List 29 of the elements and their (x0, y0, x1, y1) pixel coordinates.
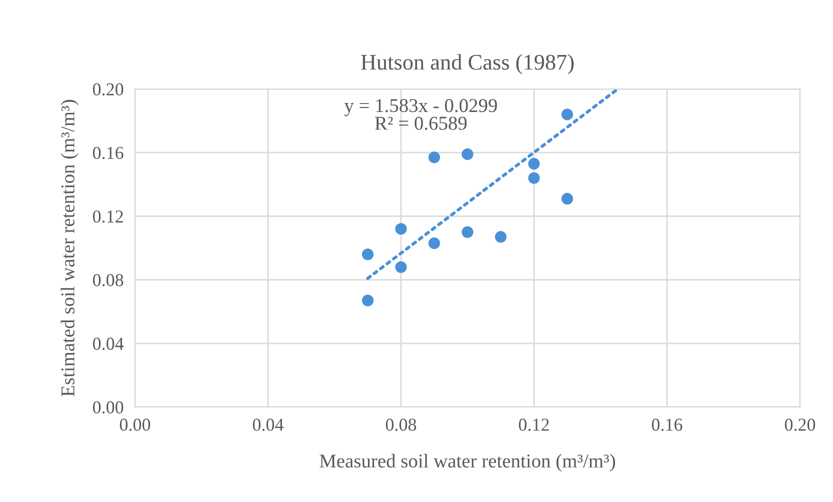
point (561, 108, 574, 120)
point (494, 231, 507, 243)
x-tick-label: 0.16 (652, 418, 682, 431)
point (462, 226, 474, 238)
point (561, 192, 574, 205)
y-tick-label: 0.08 (92, 274, 124, 286)
point (362, 294, 374, 306)
annotation: y = 1.583x - 0.0299 R² = 0.6589 (344, 99, 497, 130)
point (428, 152, 440, 164)
x-tick-label: 0.12 (518, 418, 549, 431)
y-tick-label: 0.04 (92, 338, 124, 350)
point (528, 172, 540, 184)
point (395, 261, 407, 273)
y-tick-label: 0.16 (92, 146, 124, 160)
x-tick-label: 0.20 (784, 418, 816, 431)
x-tick-label: 0.08 (386, 418, 416, 431)
y-tick-label: 0.00 (92, 401, 124, 414)
x-tick-label: 0.04 (252, 418, 284, 431)
x-axis-title: Measured soil water retention (m³/m³) (320, 454, 616, 472)
y-tick-label: 0.20 (92, 83, 124, 96)
point (428, 237, 440, 250)
y-tick-label: 0.12 (92, 210, 123, 223)
point (462, 148, 474, 160)
point (362, 248, 374, 260)
y-axis-title: Estimated soil water retention (m³/m³) (60, 100, 78, 396)
point (528, 158, 540, 170)
chart-title: Hutson and Cass (1987) (361, 54, 574, 74)
x-tick-label: 0.00 (120, 418, 150, 431)
point (395, 223, 407, 235)
